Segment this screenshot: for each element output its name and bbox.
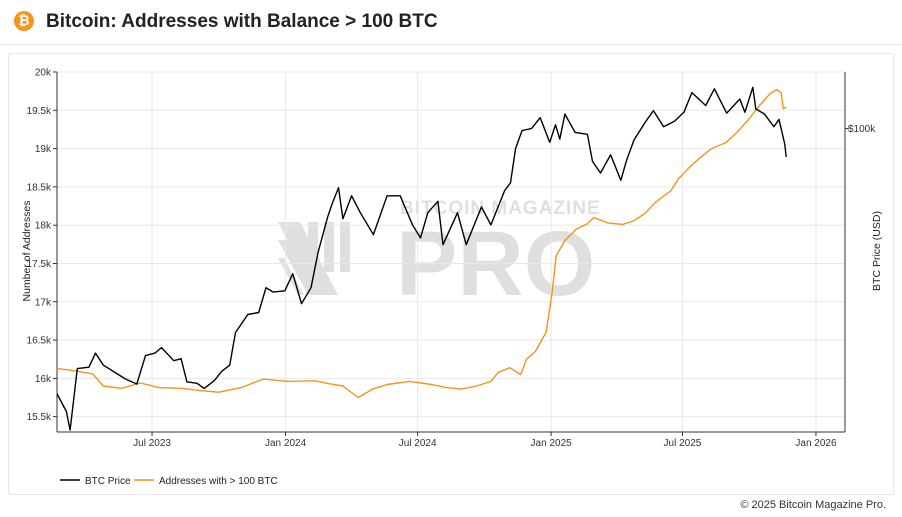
y-left-tick-label: 19.5k	[27, 106, 52, 117]
y-left-tick-label: 19k	[35, 144, 52, 155]
y-left-axis-title: Number of Addresses	[21, 201, 33, 302]
x-tick-label: Jul 2023	[133, 438, 171, 449]
x-tick-label: Jul 2024	[399, 438, 437, 449]
series-line-addresses	[57, 88, 787, 399]
bitcoin-logo-icon: ₿	[14, 11, 34, 31]
x-tick-label: Jan 2025	[531, 438, 573, 449]
x-tick-label: Jan 2024	[265, 438, 307, 449]
legend-label-btc-price: BTC Price	[85, 476, 131, 487]
legend-label-addresses: Addresses with > 100 BTC	[159, 476, 278, 487]
legend-item-addresses[interactable]: Addresses with > 100 BTC	[134, 476, 278, 487]
watermark: BITCOIN MAGAZINE PRO	[278, 198, 601, 315]
y-left-tick-label: 17.5k	[27, 259, 52, 270]
series-line-btc-price	[57, 86, 787, 431]
legend-item-btc-price[interactable]: BTC Price	[60, 476, 131, 487]
y-right-tick-label: $100k	[848, 124, 876, 135]
axes	[56, 72, 846, 433]
y-right-ticks: $100k	[845, 124, 876, 135]
y-left-tick-label: 15.5k	[27, 412, 52, 423]
watermark-top-text: BITCOIN MAGAZINE	[400, 198, 601, 219]
series-layer	[57, 86, 787, 431]
x-ticks: Jul 2023 Jan 2024 Jul 2024 Jan 2025 Jul 2025…	[133, 432, 837, 449]
watermark-stripes-icon	[278, 222, 350, 295]
grid	[57, 71, 845, 432]
chart-frame	[8, 53, 894, 495]
watermark-big-text: PRO	[396, 213, 595, 315]
x-tick-label: Jul 2025	[664, 438, 702, 449]
y-left-tick-label: 16.5k	[27, 336, 52, 347]
y-left-tick-label: 16k	[35, 374, 52, 385]
y-right-axis-title: BTC Price (USD)	[871, 211, 883, 291]
legend[interactable]: BTC Price Addresses with > 100 BTC	[60, 476, 278, 487]
y-left-tick-label: 18.5k	[27, 182, 52, 193]
y-left-tick-label: 20k	[35, 68, 52, 79]
copyright-text: © 2025 Bitcoin Magazine Pro.	[740, 499, 886, 511]
x-tick-label: Jan 2026	[795, 438, 837, 449]
y-left-ticks: 15.5k 16k 16.5k 17k 17.5k 18k 18.5k 19k 19.5k 20k	[27, 68, 57, 423]
page-title: Bitcoin: Addresses with Balance > 100 BT…	[46, 11, 438, 32]
y-left-tick-label: 18k	[35, 221, 52, 232]
y-left-tick-label: 17k	[35, 297, 52, 308]
chart-header: ₿ Bitcoin: Addresses with Balance > 100 …	[0, 0, 902, 45]
